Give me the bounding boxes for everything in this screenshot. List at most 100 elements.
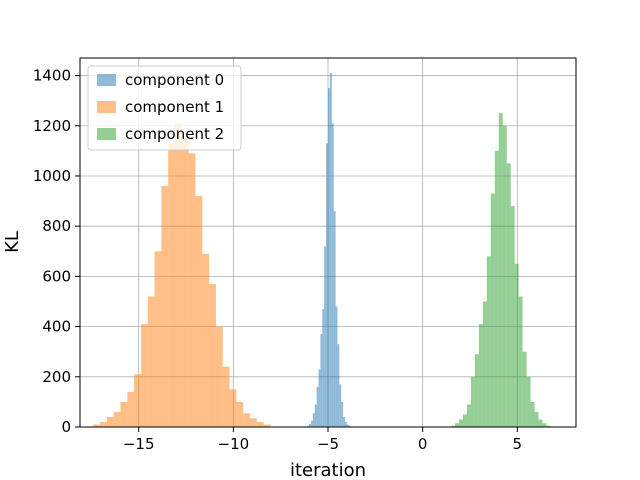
histogram-bar (100, 421, 107, 427)
histogram-bar (188, 153, 196, 427)
y-tick-label: 400 (42, 318, 71, 336)
histogram-bar (346, 424, 349, 427)
histogram-bar (486, 256, 491, 427)
legend: component 0 component 1 component 2 (87, 65, 242, 151)
histogram-bar (181, 138, 189, 427)
histogram-bar (526, 376, 531, 427)
y-tick-label: 600 (42, 267, 71, 285)
histogram-bar (256, 421, 264, 427)
legend-swatch (97, 101, 116, 113)
y-tick-label: 0 (61, 418, 71, 436)
x-axis-label: iteration (290, 460, 366, 480)
histogram-bar (106, 416, 114, 427)
histogram-bar (127, 391, 135, 427)
legend-label: component 0 (125, 71, 224, 89)
histogram-bar (455, 423, 460, 427)
histogram-bar (309, 423, 311, 427)
y-tick-label: 1400 (33, 67, 71, 85)
histogram-bar (514, 263, 519, 427)
histogram-bar (506, 163, 511, 427)
x-tick-label: 5 (513, 435, 523, 453)
x-tick-label: −10 (218, 435, 250, 453)
histogram-bar (314, 404, 317, 427)
histogram-bar (343, 416, 346, 427)
histogram-bar (341, 401, 344, 427)
histogram-bar (318, 369, 321, 427)
histogram-bar (326, 143, 328, 428)
legend-label: component 2 (125, 125, 224, 143)
histogram-bar (168, 143, 176, 428)
histogram-bar (339, 384, 342, 427)
histogram-bar (329, 73, 332, 428)
histogram-bar (518, 296, 523, 427)
histogram-bar (263, 424, 271, 427)
histogram-bar (215, 326, 223, 427)
histogram-bar (333, 211, 336, 427)
histogram-bar (522, 351, 527, 427)
histogram-bar (320, 334, 323, 427)
histogram-bar (113, 411, 121, 427)
histogram-bar (530, 401, 535, 427)
histogram-bar (510, 206, 515, 427)
histogram-bar (494, 150, 499, 427)
histogram-bar (451, 425, 456, 427)
legend-label: component 1 (125, 98, 224, 116)
histogram-bar (250, 418, 257, 427)
histogram-bar (93, 424, 101, 427)
histogram-bar (161, 186, 169, 427)
histogram-bar (331, 123, 334, 427)
plot-area: −15 −10 −5 0 5 0 200 400 600 800 1000 1200 1400 (33, 57, 577, 453)
histogram-bar (209, 283, 216, 427)
y-axis-label: KL (2, 231, 23, 253)
histogram-bar (222, 366, 230, 427)
legend-box (87, 65, 242, 151)
histogram-bar (478, 324, 483, 427)
histogram-bar (345, 421, 347, 427)
series-bars (305, 73, 351, 428)
y-tick-label: 1200 (33, 117, 71, 135)
histogram-bar (474, 354, 479, 427)
histogram-bar (538, 419, 543, 427)
histogram-bars (93, 73, 551, 428)
histogram-bar (243, 413, 251, 427)
histogram-bar (498, 113, 503, 427)
histogram-bar (229, 389, 237, 427)
histogram-bar (542, 423, 547, 427)
histogram-bar (312, 413, 315, 427)
histogram-bar (462, 414, 467, 427)
histogram-bar (307, 425, 310, 427)
histogram-bar (134, 374, 141, 427)
histogram-bar (470, 376, 475, 427)
x-axis-ticks: −15 −10 −5 0 5 (123, 427, 522, 453)
x-tick-label: −5 (317, 435, 339, 453)
histogram-bar (236, 401, 244, 427)
histogram-bar (328, 88, 330, 428)
histogram-bar (147, 296, 155, 427)
histogram-bar (502, 125, 507, 427)
histogram-bar (202, 253, 210, 427)
histogram-bar (335, 306, 338, 427)
y-tick-label: 800 (42, 217, 71, 235)
histogram-bar (310, 420, 313, 427)
histogram-bar (348, 425, 351, 427)
histogram-bar (316, 386, 319, 427)
histogram-bar (322, 309, 325, 427)
histogram-bar (337, 344, 340, 427)
histogram-bar (482, 301, 487, 427)
y-axis-ticks: 0 200 400 600 800 1000 1200 1400 (33, 67, 80, 436)
series-bars (93, 123, 271, 428)
histogram-bar (546, 425, 551, 427)
histogram-bar (534, 411, 539, 427)
histogram-bar (120, 401, 128, 427)
y-tick-label: 200 (42, 368, 71, 386)
histogram-bar (175, 123, 182, 427)
histogram-bar (195, 196, 203, 427)
histogram-bar (466, 404, 471, 427)
x-tick-label: −15 (123, 435, 155, 453)
histogram-bar (459, 419, 463, 427)
legend-swatch (97, 74, 116, 86)
histogram-bar (154, 251, 162, 427)
x-tick-label: 0 (418, 435, 428, 453)
legend-entries: component 0 component 1 component 2 (97, 71, 224, 143)
